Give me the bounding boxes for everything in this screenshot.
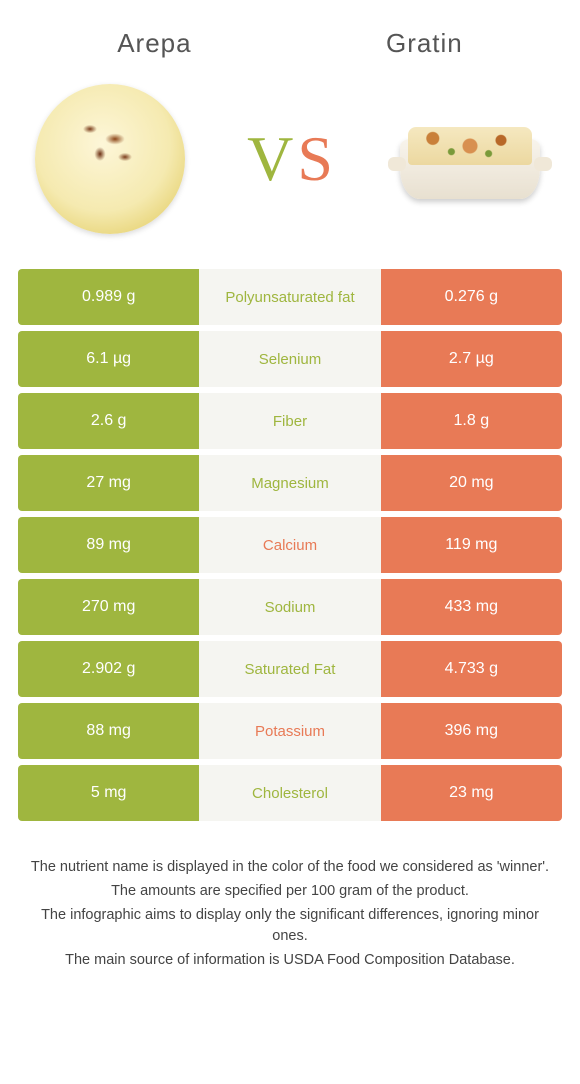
nutrient-label: Polyunsaturated fat [199,269,380,325]
header: Arepa Gratin [0,0,580,69]
value-right: 433 mg [381,579,562,635]
value-left: 88 mg [18,703,199,759]
value-right: 396 mg [381,703,562,759]
value-right: 1.8 g [381,393,562,449]
table-row: 270 mgSodium433 mg [18,579,562,635]
vs-s: S [297,122,333,196]
nutrient-label: Potassium [199,703,380,759]
table-row: 88 mgPotassium396 mg [18,703,562,759]
footnotes: The nutrient name is displayed in the co… [0,827,580,972]
nutrient-label: Saturated Fat [199,641,380,697]
table-row: 27 mgMagnesium20 mg [18,455,562,511]
value-right: 4.733 g [381,641,562,697]
nutrient-label: Cholesterol [199,765,380,821]
value-left: 270 mg [18,579,199,635]
table-row: 89 mgCalcium119 mg [18,517,562,573]
vs-row: V S [0,69,580,269]
table-row: 6.1 µgSelenium2.7 µg [18,331,562,387]
food-title-right: Gratin [386,28,463,59]
food-title-left: Arepa [117,28,191,59]
vs-text: V S [247,122,333,196]
value-right: 20 mg [381,455,562,511]
gratin-icon [390,109,550,209]
value-left: 27 mg [18,455,199,511]
value-right: 23 mg [381,765,562,821]
value-left: 0.989 g [18,269,199,325]
value-right: 0.276 g [381,269,562,325]
value-right: 119 mg [381,517,562,573]
value-left: 5 mg [18,765,199,821]
table-row: 2.902 gSaturated Fat4.733 g [18,641,562,697]
vs-v: V [247,122,293,196]
value-left: 89 mg [18,517,199,573]
value-left: 6.1 µg [18,331,199,387]
footnote-line: The infographic aims to display only the… [24,905,556,949]
arepa-icon [35,84,185,234]
value-left: 2.6 g [18,393,199,449]
gratin-image [390,79,550,239]
nutrient-label: Fiber [199,393,380,449]
footnote-line: The amounts are specified per 100 gram o… [24,881,556,903]
table-row: 0.989 gPolyunsaturated fat0.276 g [18,269,562,325]
table-row: 2.6 gFiber1.8 g [18,393,562,449]
footnote-line: The nutrient name is displayed in the co… [24,857,556,879]
value-right: 2.7 µg [381,331,562,387]
table-row: 5 mgCholesterol23 mg [18,765,562,821]
value-left: 2.902 g [18,641,199,697]
nutrient-label: Sodium [199,579,380,635]
footnote-line: The main source of information is USDA F… [24,950,556,972]
arepa-image [30,79,190,239]
comparison-table: 0.989 gPolyunsaturated fat0.276 g6.1 µgS… [0,269,580,821]
nutrient-label: Selenium [199,331,380,387]
nutrient-label: Calcium [199,517,380,573]
nutrient-label: Magnesium [199,455,380,511]
